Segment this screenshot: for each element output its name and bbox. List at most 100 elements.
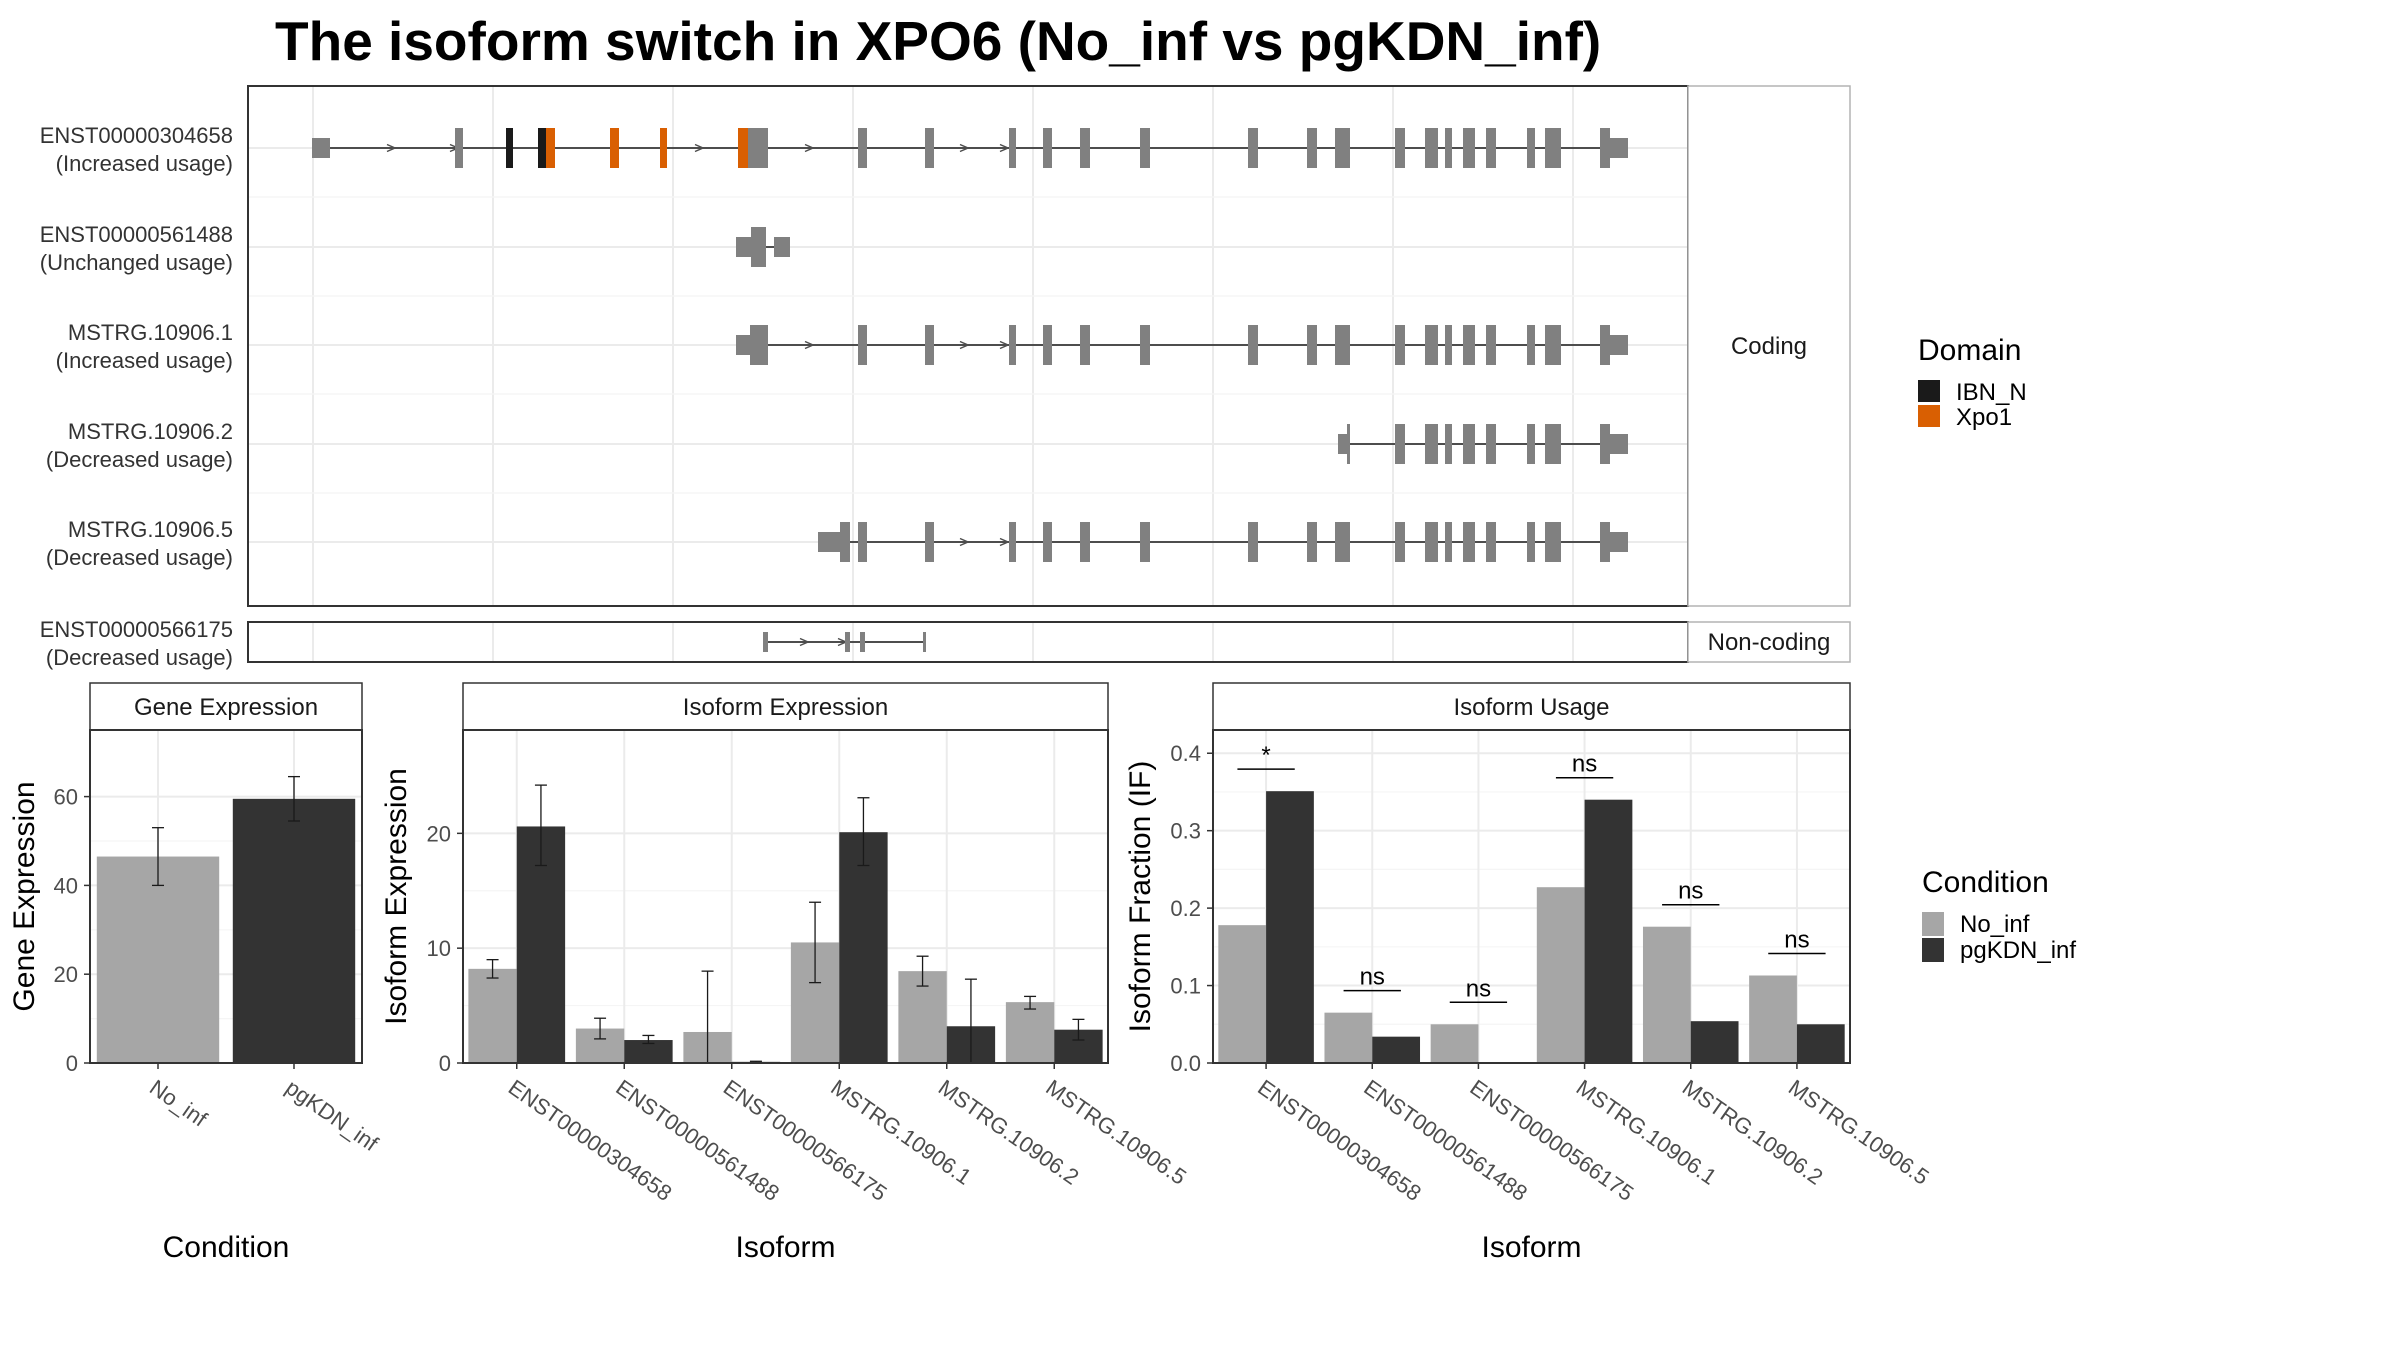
exon — [1463, 128, 1475, 168]
x-axis-title: Condition — [163, 1231, 290, 1264]
exon — [1080, 128, 1090, 168]
exon — [750, 325, 768, 365]
error-bar — [152, 827, 164, 887]
strand-arrow — [386, 143, 397, 153]
exon — [1335, 522, 1350, 562]
exon — [1610, 532, 1628, 552]
y-tick-label: 0 — [439, 1051, 451, 1076]
error-bar — [642, 1034, 655, 1045]
figure-title: The isoform switch in XPO6 (No_inf vs pg… — [275, 10, 1601, 72]
x-axis-title: Isoform — [1481, 1231, 1581, 1264]
exon — [1395, 522, 1405, 562]
exon — [1600, 424, 1610, 464]
bar — [1430, 1024, 1479, 1063]
strand-arrow — [999, 537, 1010, 547]
exon — [1610, 434, 1628, 454]
y-axis-title: Isoform Fraction (IF) — [1124, 761, 1157, 1033]
bar — [96, 856, 220, 1063]
exon — [610, 128, 619, 168]
strand-arrow — [959, 143, 970, 153]
exon — [1463, 522, 1475, 562]
y-tick-label: 40 — [54, 873, 78, 898]
exon — [1486, 522, 1496, 562]
exon — [1545, 128, 1561, 168]
isoform-usage-panel: Isoform Usage*ns nsnsnsns0.00.10.20.30.4E… — [1124, 682, 1934, 1264]
transcript-row: MSTRG.10906.1 (Increased usage) — [56, 320, 1628, 373]
exon — [1347, 424, 1350, 464]
transcript-usage-label: (Decreased usage) — [46, 645, 233, 670]
exon — [1600, 522, 1610, 562]
transcript-row: ENST00000561488 (Unchanged usage) — [40, 222, 790, 275]
transcript-structure-panel: Coding Non-coding ENST00000304658 (Increa… — [40, 85, 1851, 670]
exon — [1043, 325, 1052, 365]
exon — [858, 128, 867, 168]
exon — [1527, 522, 1535, 562]
exon — [1009, 522, 1016, 562]
exon — [845, 632, 850, 652]
transcript-id-label: ENST00000561488 — [40, 222, 233, 247]
bar — [1005, 1002, 1055, 1063]
exon — [858, 325, 867, 365]
exon — [1009, 128, 1016, 168]
exon — [925, 325, 934, 365]
exon — [1043, 128, 1052, 168]
isoform-expression-frame — [462, 729, 1109, 1064]
domain-legend: Domain IBN_N Xpo1 — [1918, 334, 2027, 431]
domain-legend-title: Domain — [1918, 334, 2021, 367]
condition-legend-title: Condition — [1922, 866, 2049, 899]
error-bar — [916, 955, 929, 987]
transcript-usage-label: (Decreased usage) — [46, 545, 233, 570]
exon — [1335, 128, 1350, 168]
transcript-usage-label: (Decreased usage) — [46, 447, 233, 472]
noncoding-strip-label: Non-coding — [1708, 629, 1831, 656]
y-tick-label: 0 — [66, 1051, 78, 1076]
exon — [1545, 325, 1561, 365]
strand-arrow — [999, 340, 1010, 350]
transcript-usage-label: (Increased usage) — [56, 151, 233, 176]
exon — [1335, 325, 1350, 365]
isoform-usage-frame — [1212, 729, 1851, 1064]
significance-label: ns — [1466, 975, 1491, 1002]
gene-expression-strip-label: Gene Expression — [134, 694, 318, 721]
x-axis-title: Isoform — [735, 1231, 835, 1264]
exon — [1486, 128, 1496, 168]
isoform-expression-strip-label: Isoform Expression — [683, 694, 888, 721]
ibn-n-swatch — [1918, 380, 1940, 402]
xpo1-swatch — [1918, 405, 1940, 427]
significance-label: ns — [1678, 878, 1703, 905]
strand-arrow — [694, 143, 705, 153]
bar — [468, 968, 517, 1063]
coding-strip — [1687, 85, 1851, 607]
exon — [1395, 325, 1405, 365]
isoform-usage-strip-label: Isoform Usage — [1453, 694, 1609, 721]
bar — [1584, 799, 1633, 1063]
y-tick-label: 20 — [54, 962, 78, 987]
exon — [860, 632, 865, 652]
exon — [748, 128, 768, 168]
transcript-id-label: MSTRG.10906.2 — [68, 419, 233, 444]
exon — [1307, 128, 1317, 168]
exon — [1043, 522, 1052, 562]
noncoding-strip — [1687, 621, 1851, 663]
no-inf-swatch — [1922, 912, 1944, 936]
error-bar — [594, 1017, 607, 1040]
strand-arrow — [959, 537, 970, 547]
exon — [1445, 522, 1452, 562]
bar — [1749, 975, 1797, 1063]
exon — [1445, 128, 1452, 168]
ibn-n-legend-label: IBN_N — [1956, 379, 2027, 406]
bar — [1372, 1036, 1421, 1063]
exon — [1009, 325, 1016, 365]
pgkdn-inf-swatch — [1922, 938, 1944, 962]
exon — [751, 227, 766, 267]
exon — [1307, 325, 1317, 365]
exon — [1395, 424, 1405, 464]
bar — [1536, 887, 1585, 1063]
exon — [1248, 128, 1258, 168]
error-bar — [809, 901, 822, 984]
x-tick-label: No_inf — [145, 1075, 212, 1132]
error-bar — [1072, 1018, 1085, 1041]
exon — [1463, 424, 1475, 464]
transcript-id-label: MSTRG.10906.1 — [68, 320, 233, 345]
exon — [1527, 424, 1535, 464]
